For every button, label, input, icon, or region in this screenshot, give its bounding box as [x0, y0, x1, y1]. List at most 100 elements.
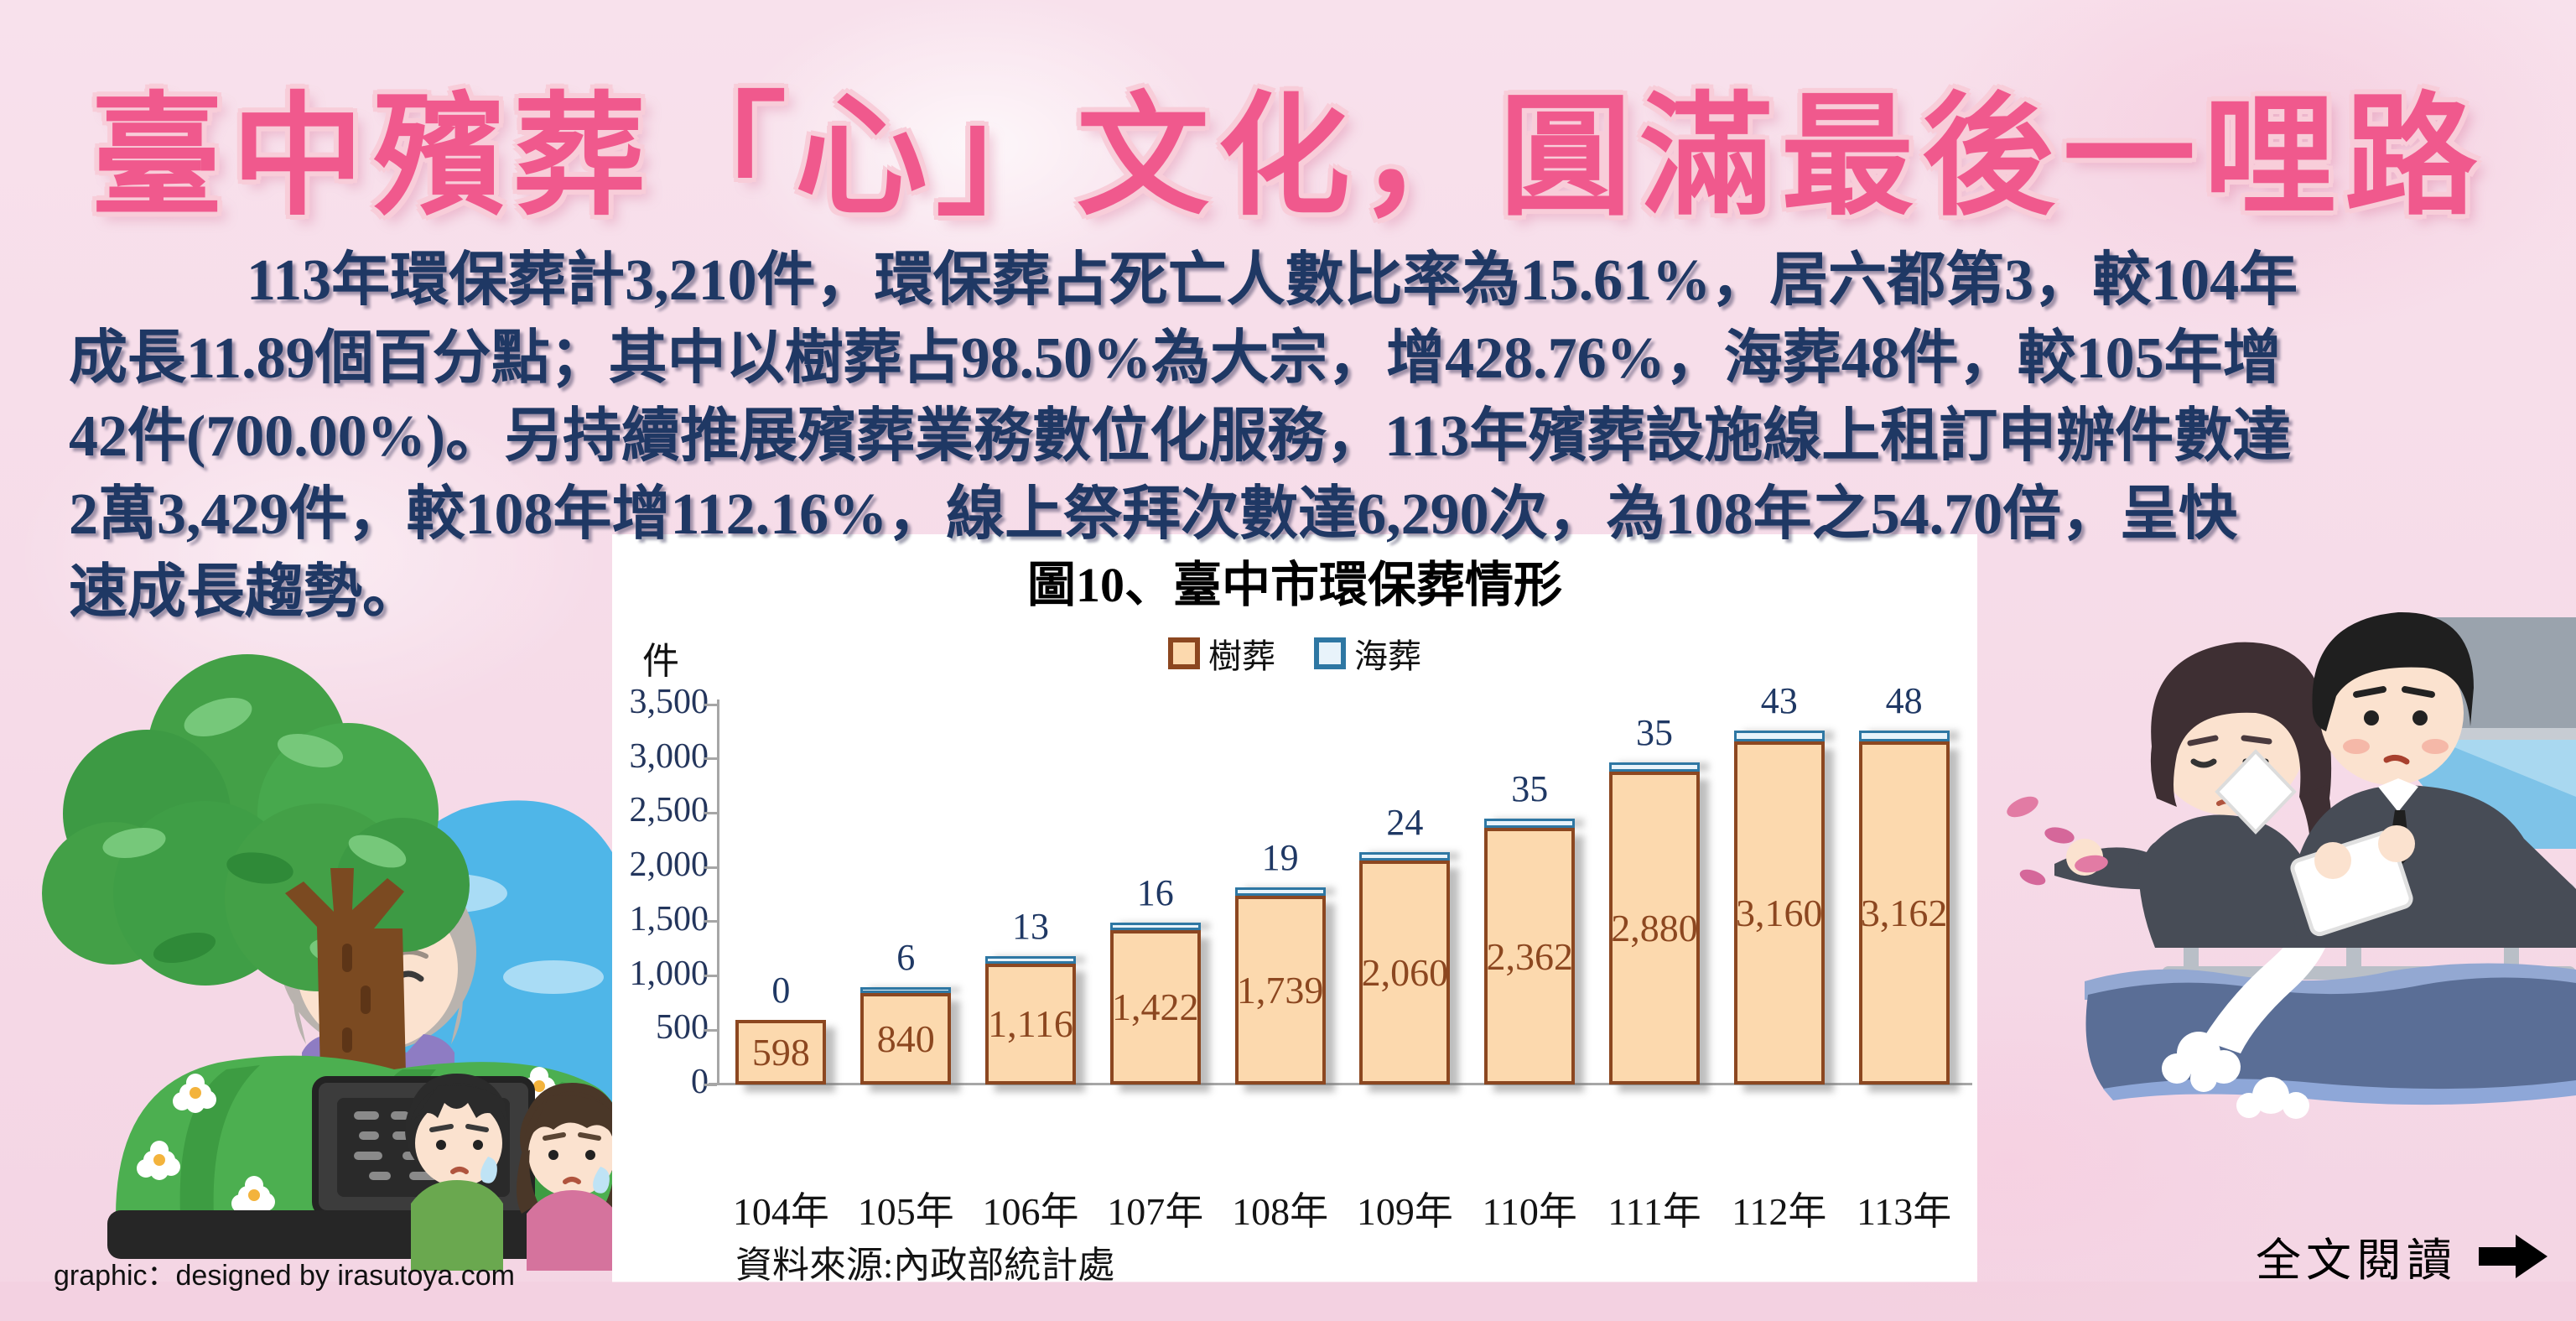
y-axis-tick-label: 0: [691, 1063, 709, 1101]
flower-petals: [2007, 796, 2108, 886]
intro-line: 速成長趨勢。: [69, 560, 421, 625]
tree-burial-value-label: 2,060: [1361, 951, 1449, 995]
read-more-link[interactable]: 全文閱讀: [2256, 1223, 2547, 1289]
tree-burial-bar: 3,160: [1733, 741, 1825, 1084]
sea-burial-segment: [1109, 922, 1201, 930]
bar-group-110年: 2,362 35: [1484, 768, 1576, 1084]
y-axis-tick-label: 1,000: [629, 954, 709, 993]
ash-stream: [2162, 914, 2333, 1119]
sea-burial-value-label: 0: [771, 969, 791, 1011]
y-axis-tick: [704, 1028, 717, 1032]
x-axis-category-label: 110年: [1482, 1190, 1577, 1233]
ash-container: [2290, 830, 2413, 937]
tree-burial-value-label: 2,362: [1486, 934, 1573, 978]
y-axis-line: [717, 700, 719, 1084]
bar-group-112年: 3,160 43: [1733, 680, 1825, 1084]
bottom-band: [0, 1282, 2576, 1321]
bar-group-109年: 2,060 24: [1359, 802, 1451, 1084]
legend-item: 樹葬: [1168, 629, 1275, 678]
intro-paragraph: 113年環保葬計3,210件，環保葬占死亡人數比率為15.61%，居六都第3，較…: [69, 242, 2509, 632]
boat-railing: [2162, 882, 2576, 985]
sea-burial-segment: [1733, 731, 1825, 742]
chart-legend: 樹葬 海葬: [612, 629, 1977, 678]
x-axis-line: [709, 1083, 1972, 1085]
tree-burial-bar: 840: [860, 993, 952, 1084]
tree-burial-value-label: 598: [751, 1030, 810, 1074]
grandma-spirit: [278, 853, 476, 1111]
sea-burial-value-label: 48: [1885, 679, 1923, 721]
sea-burial-segment: [860, 986, 952, 994]
sea-burial-segment: [1609, 762, 1700, 772]
y-axis-tick-label: 3,500: [629, 683, 709, 721]
legend-swatch-icon: [1314, 637, 1346, 669]
x-axis-category-label: 112年: [1732, 1190, 1827, 1233]
crying-boy: [405, 1074, 509, 1271]
sea-burial-segment: [1484, 818, 1576, 829]
tree-burial-bar: 3,162: [1858, 741, 1950, 1084]
y-axis-tick: [704, 975, 717, 978]
boat-cabin: [2381, 617, 2576, 849]
intro-line: 42件(700.00%)。另持續推展殯葬業務數位化服務，113年殯葬設施線上租訂…: [69, 404, 2292, 469]
y-axis-tick: [704, 866, 717, 869]
y-axis-tick-label: 1,500: [629, 899, 709, 939]
bar-group-111年: 2,880 35: [1609, 712, 1700, 1084]
bar-group-107年: 1,422 16: [1109, 872, 1201, 1084]
sea-burial-segment: [985, 955, 1076, 964]
intro-line: 成長11.89個百分點；其中以樹葬占98.50%為大宗，增428.76%，海葬4…: [69, 326, 2282, 391]
legend-item: 海葬: [1314, 629, 1421, 678]
y-axis-tick: [704, 811, 717, 814]
tree-burial-bar: 1,739: [1234, 895, 1326, 1084]
tree-burial-value-label: 1,739: [1236, 968, 1324, 1012]
y-axis-tick: [704, 703, 717, 706]
sea-burial-value-label: 19: [1261, 837, 1299, 879]
tree-burial-value-label: 840: [876, 1017, 935, 1061]
tree-burial-bar: 1,116: [985, 963, 1076, 1084]
bar-group-104年: 598 0: [735, 970, 827, 1084]
y-axis-unit-label: 件: [642, 641, 679, 682]
x-axis-category-label: 113年: [1856, 1190, 1952, 1233]
tree-burial-bar: 2,880: [1609, 772, 1700, 1084]
sea-burial-value-label: 35: [1511, 767, 1549, 809]
sea-burial-value-label: 16: [1136, 871, 1174, 913]
y-axis-tick-label: 2,500: [629, 791, 709, 830]
intro-line: 2萬3,429件，較108年增112.16%，線上祭拜次數達6,290次，為10…: [69, 482, 2238, 547]
sea-burial-value-label: 24: [1386, 802, 1424, 844]
sea-burial-value-label: 13: [1012, 905, 1049, 947]
legend-swatch-icon: [1168, 637, 1200, 669]
tree-burial-bar: 2,362: [1484, 828, 1576, 1084]
tree-burial-bar: 1,422: [1109, 929, 1201, 1084]
mourning-woman: [2054, 642, 2332, 948]
y-axis-tick-label: 3,000: [629, 736, 709, 776]
y-axis-tick: [704, 1083, 717, 1086]
plot-area: 598 0 840 6 1,116 13 1,422 16 1,739 19 2,060 24 2,36…: [719, 680, 1966, 1084]
y-axis-tick: [704, 757, 717, 761]
y-axis-tick-label: 500: [656, 1008, 709, 1048]
bar-group-108年: 1,739 19: [1234, 837, 1326, 1084]
x-axis-category-label: 108年: [1232, 1190, 1329, 1233]
x-axis-category-label: 104年: [732, 1190, 829, 1233]
x-axis-category-label: 107年: [1107, 1190, 1204, 1233]
sea-burial-segment: [1858, 730, 1950, 741]
sea-burial-segment: [1234, 887, 1326, 896]
tree-burial-bar: 598: [735, 1019, 827, 1084]
tree-burial-value-label: 3,162: [1860, 891, 1948, 934]
tree-burial-value-label: 1,422: [1112, 986, 1199, 1029]
sea-burial-value-label: 6: [896, 936, 916, 978]
tree-burial-value-label: 2,880: [1611, 907, 1698, 950]
page-title: 臺中殯葬「心」文化，圓滿最後一哩路: [91, 85, 2485, 231]
bar-group-105年: 840 6: [860, 937, 952, 1084]
crying-girl: [517, 1083, 627, 1271]
chart-title: 圖10、臺中市環保葬情形: [1026, 558, 1562, 612]
sea-water: [2085, 963, 2576, 1105]
chart-source-note: 資料來源:內政部統計處: [735, 1245, 1115, 1286]
legend-label: 樹葬: [1208, 637, 1275, 675]
mourning-man: [2293, 611, 2576, 948]
memorial-tree: [42, 654, 470, 1074]
tree-burial-value-label: 3,160: [1736, 892, 1823, 934]
tree-burial-bar: 2,060: [1359, 861, 1451, 1084]
read-more-label: 全文閱讀: [2256, 1235, 2457, 1286]
x-axis-category-label: 111年: [1607, 1190, 1701, 1233]
y-axis-tick: [704, 920, 717, 923]
y-axis-tick-label: 2,000: [629, 845, 709, 885]
sea-burial-segment: [1359, 852, 1451, 861]
